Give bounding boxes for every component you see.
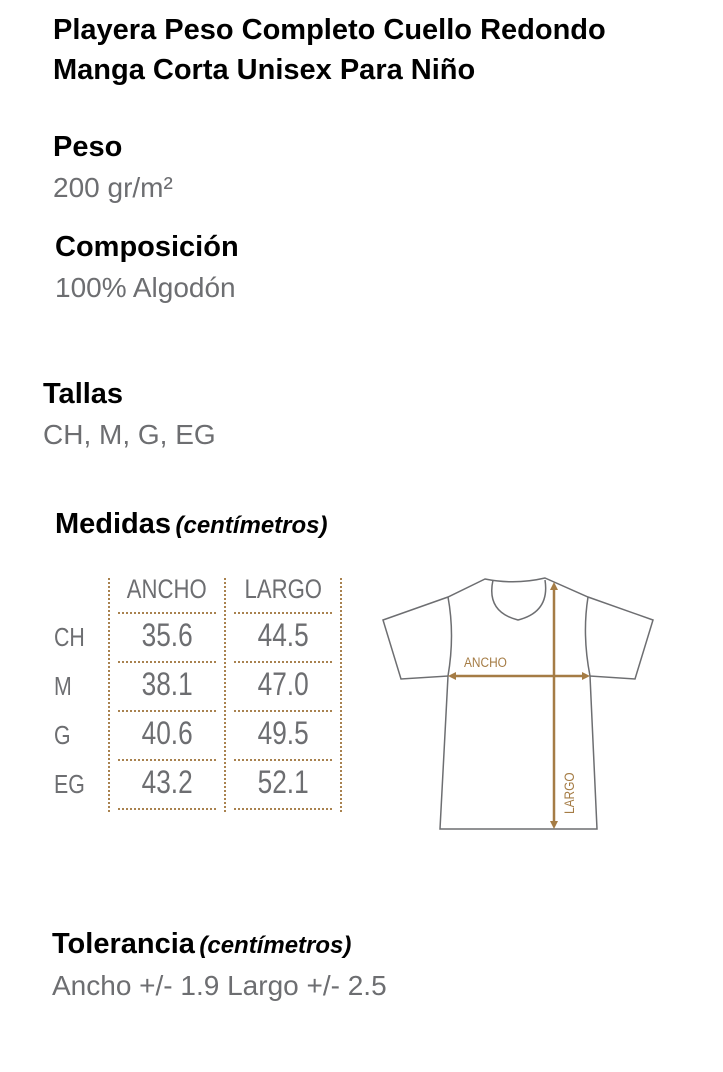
largo-diagram-label: LARGO [561, 772, 577, 814]
peso-label: Peso [53, 131, 123, 163]
column-header-largo: LARGO [244, 574, 322, 604]
row-divider [118, 612, 216, 614]
table-divider [340, 578, 342, 812]
measurement-arrows [448, 582, 590, 829]
size-label: EG [54, 769, 85, 799]
ancho-value: 43.2 [141, 764, 193, 800]
product-title-line1: Playera Peso Completo Cuello Redondo [53, 14, 606, 46]
largo-value: 44.5 [257, 617, 309, 653]
medidas-unit: (centímetros) [175, 512, 328, 539]
composicion-value: 100% Algodón [55, 272, 236, 303]
tshirt-outline [382, 577, 654, 830]
largo-value: 49.5 [257, 715, 309, 751]
largo-value: 47.0 [257, 666, 309, 702]
ancho-value: 35.6 [141, 617, 193, 653]
medidas-heading: Medidas (centímetros) [55, 508, 328, 541]
row-divider [234, 661, 332, 663]
row-divider [234, 612, 332, 614]
ancho-value: 38.1 [141, 666, 193, 702]
tallas-value: CH, M, G, EG [43, 419, 216, 450]
medidas-label: Medidas [55, 508, 172, 540]
composicion-label: Composición [55, 231, 239, 263]
row-divider [118, 710, 216, 712]
row-divider [118, 759, 216, 761]
row-divider [234, 759, 332, 761]
tallas-label: Tallas [43, 378, 124, 410]
row-divider [234, 808, 332, 810]
row-divider [234, 710, 332, 712]
size-label: CH [54, 622, 85, 652]
tolerancia-value: Ancho +/- 1.9 Largo +/- 2.5 [52, 970, 387, 1001]
column-header-ancho: ANCHO [127, 574, 207, 604]
ancho-value: 40.6 [141, 715, 193, 751]
product-title-line2: Manga Corta Unisex Para Niño [53, 54, 476, 86]
tolerancia-heading: Tolerancia (centímetros) [52, 928, 351, 961]
tolerancia-label: Tolerancia [52, 928, 195, 960]
ancho-diagram-label: ANCHO [464, 654, 507, 670]
tolerancia-unit: (centímetros) [199, 932, 352, 959]
table-divider [224, 578, 226, 812]
row-divider [118, 808, 216, 810]
row-divider [118, 661, 216, 663]
table-divider [108, 578, 110, 812]
size-label: G [54, 720, 71, 750]
size-label: M [54, 671, 72, 701]
peso-value: 200 gr/m² [53, 172, 173, 203]
largo-value: 52.1 [257, 764, 309, 800]
